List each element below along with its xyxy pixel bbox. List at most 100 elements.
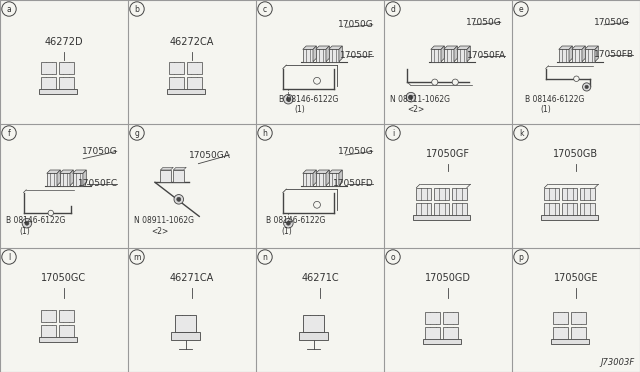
Circle shape: [177, 197, 181, 201]
Bar: [41, 62, 56, 74]
Text: 17050G: 17050G: [338, 147, 374, 156]
Circle shape: [2, 250, 16, 264]
Bar: [562, 188, 577, 200]
Bar: [59, 325, 74, 337]
Bar: [431, 49, 441, 62]
Polygon shape: [569, 46, 572, 62]
Bar: [413, 215, 470, 221]
Text: B 08146-6122G: B 08146-6122G: [279, 95, 339, 104]
Text: 17050G: 17050G: [82, 147, 118, 156]
Circle shape: [514, 2, 528, 16]
Polygon shape: [595, 46, 598, 62]
Bar: [187, 62, 202, 74]
Circle shape: [284, 94, 293, 104]
Bar: [425, 327, 440, 339]
Circle shape: [174, 195, 184, 204]
Polygon shape: [303, 46, 316, 49]
Bar: [457, 49, 467, 62]
Bar: [562, 203, 577, 215]
Polygon shape: [47, 170, 60, 173]
Bar: [585, 49, 595, 62]
Bar: [329, 173, 339, 186]
Bar: [553, 312, 568, 324]
Bar: [444, 49, 454, 62]
Bar: [316, 49, 326, 62]
Bar: [550, 339, 589, 344]
Text: i: i: [392, 128, 394, 138]
Text: n: n: [262, 253, 268, 262]
Polygon shape: [467, 46, 470, 62]
Text: <2>: <2>: [407, 105, 424, 113]
Text: 17050FD: 17050FD: [333, 179, 374, 188]
Bar: [443, 312, 458, 324]
Text: 17050GF: 17050GF: [426, 149, 470, 159]
Text: <2>: <2>: [151, 227, 168, 236]
Polygon shape: [57, 170, 60, 186]
Bar: [443, 327, 458, 339]
Circle shape: [48, 210, 54, 216]
Circle shape: [514, 250, 528, 264]
Polygon shape: [313, 46, 316, 62]
Polygon shape: [316, 46, 330, 49]
Bar: [173, 170, 184, 182]
Polygon shape: [441, 46, 444, 62]
Text: k: k: [519, 128, 524, 138]
Bar: [580, 188, 595, 200]
Text: J73003F: J73003F: [601, 358, 635, 367]
Polygon shape: [457, 46, 470, 49]
Text: 17050GC: 17050GC: [42, 273, 86, 283]
Bar: [187, 77, 202, 89]
Bar: [452, 203, 467, 215]
Bar: [303, 315, 324, 332]
Bar: [41, 77, 56, 89]
Text: 17050FC: 17050FC: [77, 179, 118, 188]
Bar: [572, 49, 582, 62]
Bar: [434, 188, 449, 200]
Bar: [169, 77, 184, 89]
Bar: [545, 203, 559, 215]
Polygon shape: [444, 46, 458, 49]
Polygon shape: [316, 170, 330, 173]
Bar: [545, 188, 559, 200]
Circle shape: [25, 221, 29, 225]
Text: 46272CA: 46272CA: [170, 37, 214, 47]
Polygon shape: [173, 167, 186, 170]
Circle shape: [130, 126, 144, 140]
Bar: [425, 312, 440, 324]
Text: 46271CA: 46271CA: [170, 273, 214, 283]
Bar: [316, 173, 326, 186]
Text: a: a: [6, 4, 12, 13]
Circle shape: [573, 76, 579, 81]
Circle shape: [2, 2, 16, 16]
Text: m: m: [133, 253, 141, 262]
Bar: [571, 312, 586, 324]
Text: b: b: [134, 4, 140, 13]
Bar: [60, 173, 70, 186]
Text: e: e: [518, 4, 524, 13]
Text: (1): (1): [294, 105, 305, 113]
Circle shape: [314, 201, 321, 208]
Bar: [41, 325, 56, 337]
Text: B 08146-6122G: B 08146-6122G: [266, 216, 326, 225]
Polygon shape: [303, 170, 316, 173]
Bar: [59, 62, 74, 74]
Text: h: h: [262, 128, 268, 138]
Circle shape: [514, 126, 528, 140]
Text: 17050GA: 17050GA: [189, 151, 230, 160]
Polygon shape: [582, 46, 586, 62]
Text: 17050GE: 17050GE: [554, 273, 598, 283]
Text: B 08146-6122G: B 08146-6122G: [6, 216, 66, 225]
Polygon shape: [585, 46, 598, 49]
Text: 17050G: 17050G: [338, 20, 374, 29]
Polygon shape: [70, 170, 74, 186]
Bar: [161, 170, 171, 182]
Circle shape: [130, 250, 144, 264]
Polygon shape: [83, 170, 86, 186]
Bar: [434, 203, 449, 215]
Text: f: f: [8, 128, 10, 138]
Bar: [452, 188, 467, 200]
Polygon shape: [60, 170, 74, 173]
Bar: [571, 327, 586, 339]
Bar: [59, 77, 74, 89]
Text: 17050GB: 17050GB: [554, 149, 598, 159]
